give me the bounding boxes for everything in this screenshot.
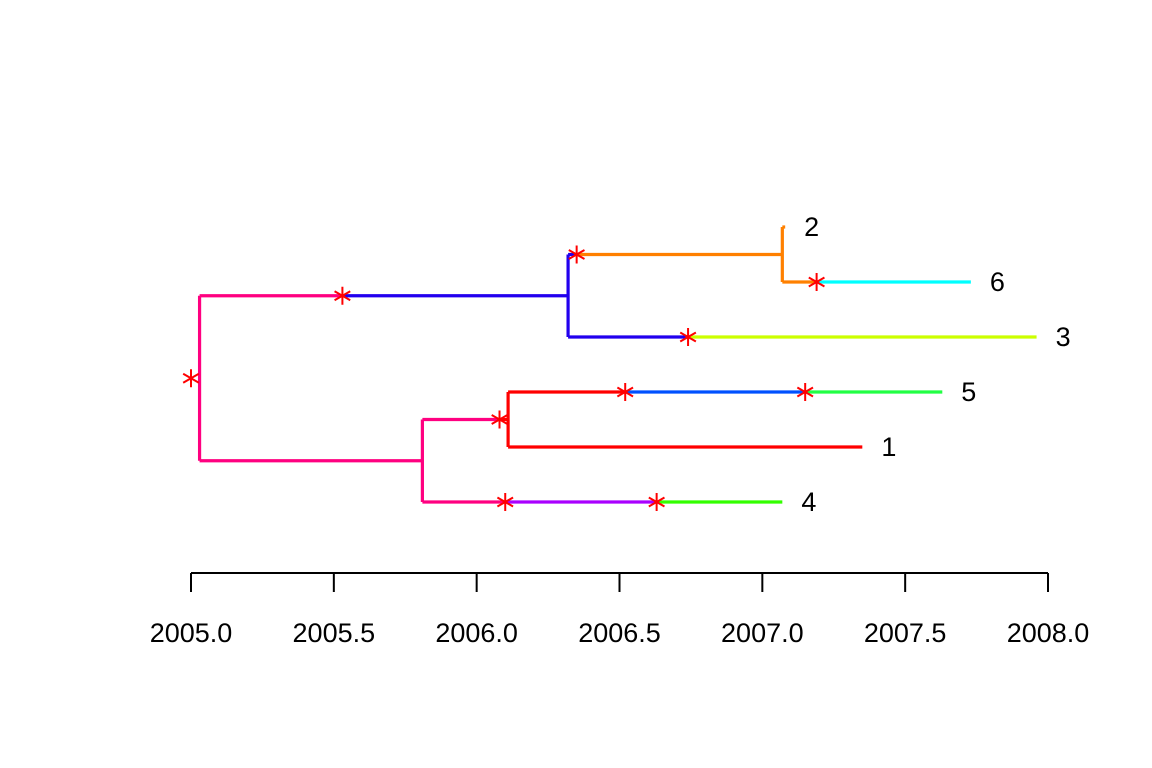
x-tick-label-4: 2007.0 [721,618,804,648]
x-tick-label-0: 2005.0 [150,618,233,648]
event-marker-7 [796,383,814,401]
x-axis: 2005.0 2005.5 2006.0 2006.5 2007.0 2007.5 2008… [150,572,1090,648]
x-tick-label-1: 2005.5 [293,618,376,648]
tip-label-6: 6 [990,267,1005,297]
tip-label-3: 3 [1056,322,1071,352]
event-marker-3 [808,273,825,291]
event-marker-2 [568,245,585,264]
event-marker-0 [182,369,200,388]
event-marker-layer [182,245,825,511]
branch-layer [197,225,1037,504]
event-marker-4 [679,328,697,346]
x-tick-label-5: 2007.5 [864,618,947,648]
x-tick-label-6: 2008.0 [1007,618,1090,648]
tip-label-2: 2 [804,212,819,242]
tip-label-1: 1 [881,432,896,462]
tip-label-4: 4 [801,487,816,517]
tip-label-layer: 2 6 3 5 1 4 [801,212,1070,517]
x-tick-label-2: 2006.0 [435,618,518,648]
x-axis-ticks: 2005.0 2005.5 2006.0 2006.5 2007.0 2007.5 2008… [150,573,1090,648]
tip-label-5: 5 [961,377,976,407]
event-marker-5 [491,410,508,429]
event-marker-9 [648,493,665,511]
event-marker-1 [334,286,351,305]
x-tick-label-3: 2006.5 [578,618,661,648]
event-marker-6 [616,383,634,401]
event-marker-8 [496,493,514,511]
